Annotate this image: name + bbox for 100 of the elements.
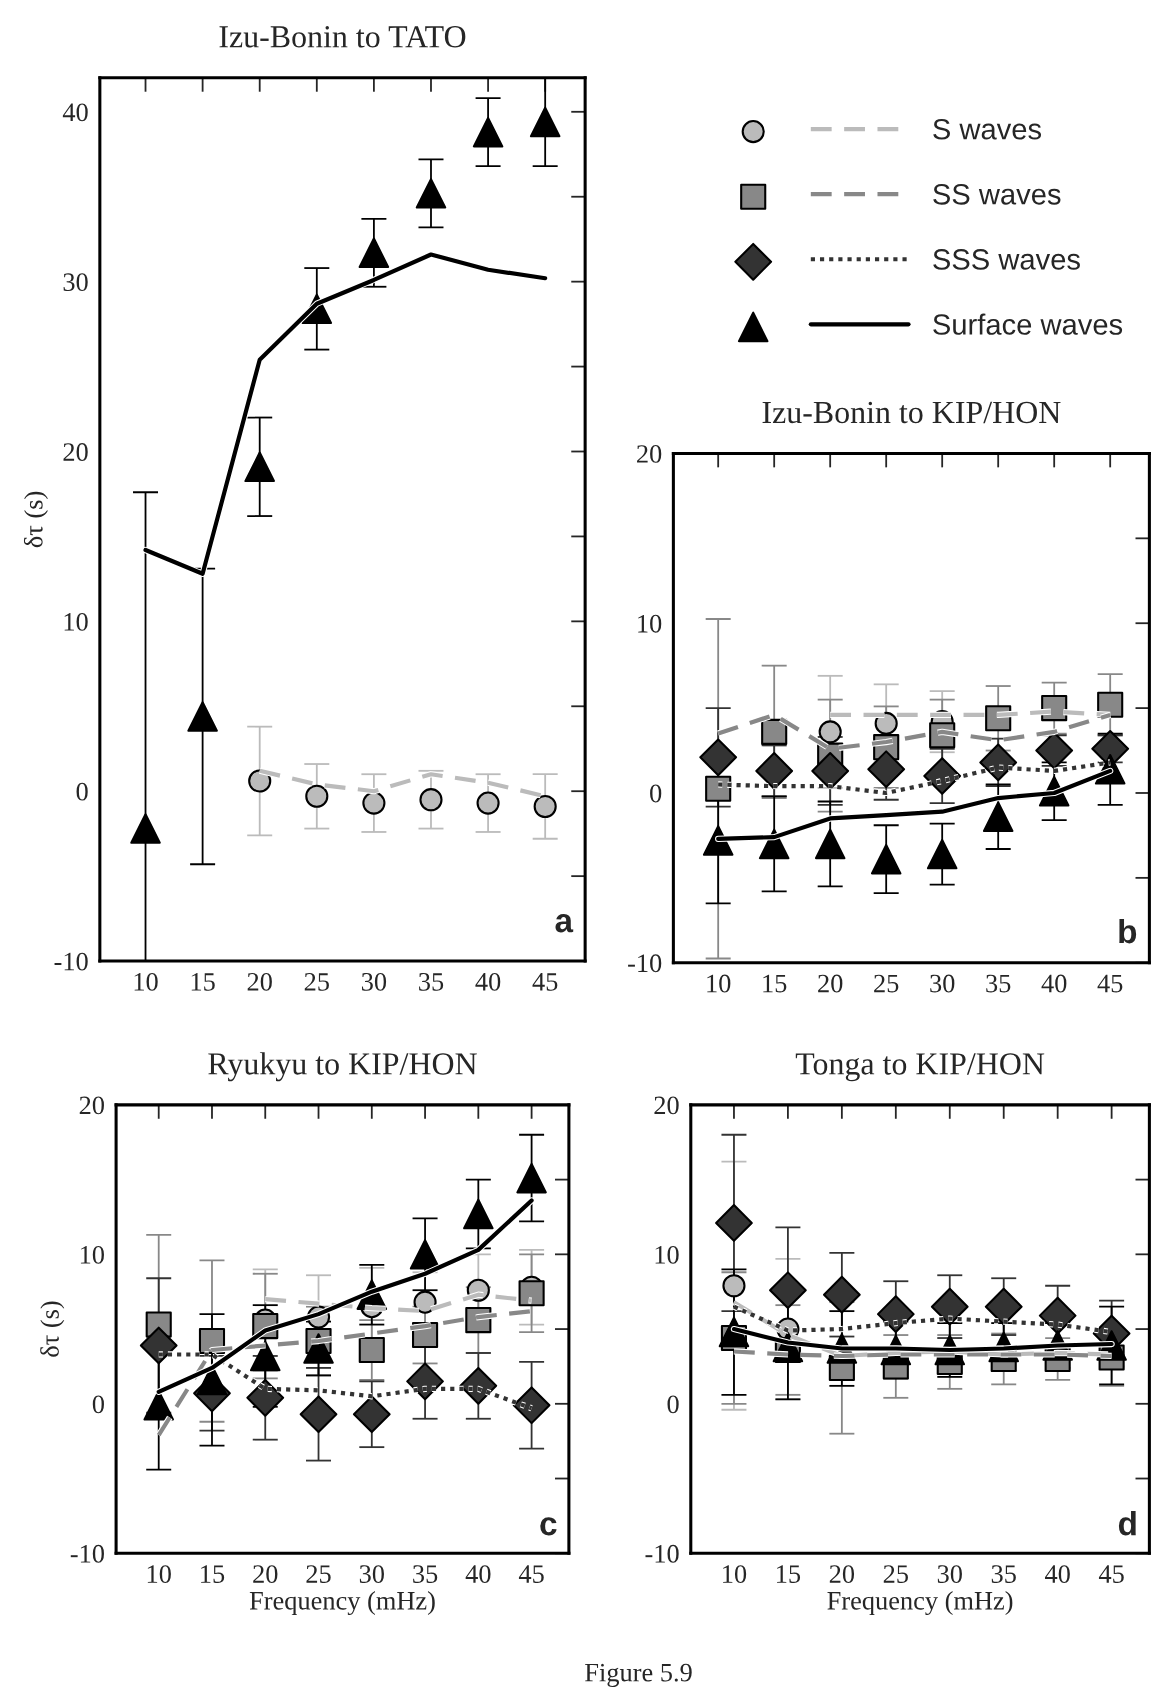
annotation: c xyxy=(540,1517,557,1536)
point xyxy=(406,1362,444,1401)
chart-title: Izu-Bonin to KIP/HON xyxy=(762,401,1061,424)
x-tick-label: 35 xyxy=(991,1565,1016,1583)
x-tick-label: 30 xyxy=(930,974,955,993)
point xyxy=(876,1295,915,1333)
x-tick-label: 20 xyxy=(829,1565,855,1583)
legend-label: Surface waves xyxy=(933,313,1123,335)
point xyxy=(529,106,561,138)
point xyxy=(874,711,898,735)
x-tick-label: 25 xyxy=(874,974,899,993)
x-tick-label: 35 xyxy=(986,974,1011,993)
y-tick-label: 40 xyxy=(62,103,88,122)
y-tick-label: 0 xyxy=(92,1395,104,1414)
point xyxy=(979,743,1018,782)
point xyxy=(702,825,734,856)
point xyxy=(299,1395,338,1434)
point xyxy=(409,1239,441,1270)
point xyxy=(358,237,390,269)
point xyxy=(246,1378,285,1417)
y-tick-label: -10 xyxy=(628,954,662,973)
point xyxy=(982,801,1014,833)
x-tick-label: 30 xyxy=(361,972,387,991)
point xyxy=(705,775,732,802)
x-tick-label: 15 xyxy=(763,974,787,993)
annotation: a xyxy=(555,914,574,933)
point xyxy=(512,1386,551,1425)
y-tick-label: 20 xyxy=(63,443,88,461)
point xyxy=(476,791,500,815)
x-tick-label: 40 xyxy=(1041,974,1067,993)
x-tick-label: 45 xyxy=(532,973,558,991)
y-tick-label: 30 xyxy=(63,273,88,292)
x-tick-label: 10 xyxy=(134,972,158,991)
caption: Figure 5.9 xyxy=(585,1663,692,1687)
y-tick-label: -10 xyxy=(70,1544,104,1563)
x-tick-label: 20 xyxy=(818,974,843,993)
y-tick-label: -10 xyxy=(54,952,88,971)
point xyxy=(769,1271,807,1310)
point xyxy=(244,451,275,483)
x-tick-label: 10 xyxy=(707,974,731,993)
annotation: b xyxy=(1119,918,1137,944)
x-tick-label: 30 xyxy=(937,1565,962,1583)
x-tick-label: 40 xyxy=(1044,1565,1070,1583)
chart-title: Tonga to KIP/HON xyxy=(795,1053,1045,1082)
point xyxy=(419,788,443,812)
x-tick-label: 15 xyxy=(201,1565,225,1583)
x-tick-label: 45 xyxy=(1098,1565,1124,1583)
x-tick-label: 15 xyxy=(777,1565,801,1583)
y-tick-label: -10 xyxy=(645,1544,679,1563)
point xyxy=(249,1340,281,1372)
point xyxy=(699,738,738,777)
point xyxy=(814,828,846,860)
x-tick-label: 40 xyxy=(475,972,501,991)
x-tick-label: 25 xyxy=(306,1565,331,1583)
point xyxy=(722,1274,746,1298)
x-tick-label: 25 xyxy=(883,1565,908,1583)
x-tick-label: 15 xyxy=(191,973,215,991)
point xyxy=(139,1326,178,1365)
x-tick-label: 25 xyxy=(304,973,329,991)
y-tick-label: 20 xyxy=(654,1096,679,1115)
point xyxy=(867,750,906,789)
x-tick-label: 10 xyxy=(147,1565,171,1583)
annotation: d xyxy=(1118,1510,1136,1536)
point xyxy=(358,1336,385,1364)
point xyxy=(923,757,962,795)
point xyxy=(930,1287,969,1326)
point xyxy=(415,178,447,209)
x-tick-label: 40 xyxy=(465,1565,491,1583)
point xyxy=(130,813,161,844)
point xyxy=(984,1287,1023,1326)
x-tick-label: 35 xyxy=(413,1565,438,1583)
point xyxy=(761,718,788,745)
y-tick-label: 0 xyxy=(650,784,662,803)
chart-title: Ryukyu to KIP/HON xyxy=(208,1052,477,1082)
y-tick-label: 10 xyxy=(655,1245,679,1264)
x-axis-title: Frequency (mHz) xyxy=(827,1591,1013,1616)
point xyxy=(811,752,850,790)
point xyxy=(1035,731,1074,770)
legend-label: S waves xyxy=(933,118,1042,140)
point xyxy=(516,1162,547,1194)
y-tick-label: 20 xyxy=(79,1096,104,1115)
y-tick-label: 10 xyxy=(80,1245,104,1264)
point xyxy=(413,1290,437,1314)
y-tick-label: 0 xyxy=(667,1395,679,1414)
x-tick-label: 20 xyxy=(253,1565,278,1583)
point xyxy=(518,1280,545,1307)
y-tick-label: 0 xyxy=(76,782,88,801)
y-tick-label: 10 xyxy=(638,614,662,633)
x-tick-label: 45 xyxy=(518,1565,544,1583)
point xyxy=(305,784,329,808)
legend-label: SSS waves xyxy=(933,249,1080,270)
legend-label: SS waves xyxy=(933,184,1061,205)
y-axis-title: δτ (s) xyxy=(23,491,48,548)
point xyxy=(822,1275,861,1314)
x-tick-label: 20 xyxy=(247,972,272,991)
point xyxy=(1038,1296,1077,1335)
x-tick-label: 10 xyxy=(723,1565,747,1583)
y-axis-title: δτ (s) xyxy=(40,1301,65,1357)
point xyxy=(533,794,557,819)
point xyxy=(755,752,794,790)
